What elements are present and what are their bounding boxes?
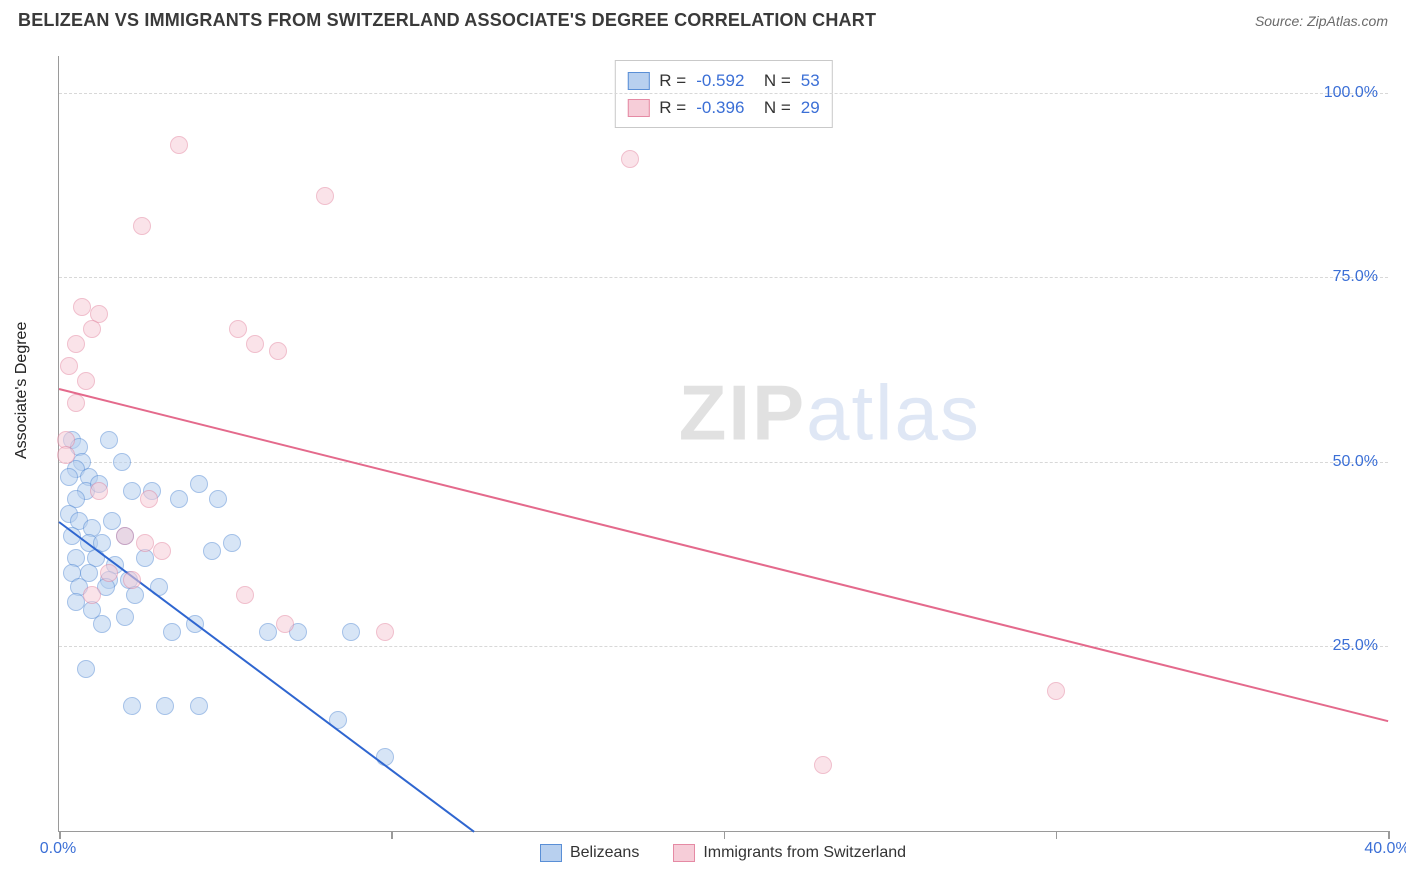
data-point bbox=[57, 446, 75, 464]
data-point bbox=[83, 320, 101, 338]
legend-r-value: -0.396 bbox=[696, 94, 744, 121]
data-point bbox=[621, 150, 639, 168]
data-point bbox=[316, 187, 334, 205]
x-tick bbox=[59, 831, 61, 839]
legend-swatch bbox=[627, 99, 649, 117]
legend-r-label: R = bbox=[659, 67, 686, 94]
legend-label: Immigrants from Switzerland bbox=[703, 844, 906, 862]
data-point bbox=[140, 490, 158, 508]
gridline bbox=[59, 646, 1388, 647]
data-point bbox=[100, 431, 118, 449]
x-tick bbox=[1388, 831, 1390, 839]
trend-line bbox=[58, 521, 475, 833]
legend-swatch bbox=[673, 844, 695, 862]
data-point bbox=[136, 534, 154, 552]
gridline bbox=[59, 462, 1388, 463]
legend-item: Immigrants from Switzerland bbox=[673, 844, 906, 862]
data-point bbox=[60, 357, 78, 375]
legend-swatch bbox=[627, 72, 649, 90]
legend-n-value: 29 bbox=[801, 94, 820, 121]
x-tick bbox=[391, 831, 393, 839]
y-tick-label: 25.0% bbox=[1333, 637, 1378, 655]
data-point bbox=[269, 342, 287, 360]
legend-swatch bbox=[540, 844, 562, 862]
x-tick bbox=[724, 831, 726, 839]
data-point bbox=[123, 482, 141, 500]
data-point bbox=[156, 697, 174, 715]
data-point bbox=[116, 608, 134, 626]
data-point bbox=[814, 756, 832, 774]
data-point bbox=[73, 298, 91, 316]
legend-row: R = -0.396 N = 29 bbox=[627, 94, 819, 121]
legend-n-label: N = bbox=[754, 94, 790, 121]
data-point bbox=[203, 542, 221, 560]
data-point bbox=[190, 697, 208, 715]
data-point bbox=[93, 615, 111, 633]
series-legend: Belizeans Immigrants from Switzerland bbox=[58, 844, 1388, 862]
data-point bbox=[209, 490, 227, 508]
data-point bbox=[116, 527, 134, 545]
data-point bbox=[60, 468, 78, 486]
data-point bbox=[100, 564, 118, 582]
data-point bbox=[113, 453, 131, 471]
plot-area: ZIPatlas R = -0.592 N = 53R = -0.396 N =… bbox=[58, 56, 1388, 832]
data-point bbox=[170, 490, 188, 508]
data-point bbox=[77, 372, 95, 390]
y-tick-label: 100.0% bbox=[1324, 84, 1378, 102]
data-point bbox=[259, 623, 277, 641]
data-point bbox=[67, 593, 85, 611]
chart-title: BELIZEAN VS IMMIGRANTS FROM SWITZERLAND … bbox=[18, 10, 876, 31]
legend-row: R = -0.592 N = 53 bbox=[627, 67, 819, 94]
data-point bbox=[190, 475, 208, 493]
data-point bbox=[77, 660, 95, 678]
data-point bbox=[246, 335, 264, 353]
data-point bbox=[133, 217, 151, 235]
data-point bbox=[123, 697, 141, 715]
data-point bbox=[163, 623, 181, 641]
chart-container: Associate's Degree ZIPatlas R = -0.592 N… bbox=[18, 46, 1388, 872]
data-point bbox=[229, 320, 247, 338]
data-point bbox=[1047, 682, 1065, 700]
legend-r-value: -0.592 bbox=[696, 67, 744, 94]
data-point bbox=[342, 623, 360, 641]
data-point bbox=[376, 623, 394, 641]
legend-item: Belizeans bbox=[540, 844, 639, 862]
data-point bbox=[67, 335, 85, 353]
data-point bbox=[223, 534, 241, 552]
watermark: ZIPatlas bbox=[679, 367, 981, 458]
data-point bbox=[150, 578, 168, 596]
data-point bbox=[170, 136, 188, 154]
data-point bbox=[236, 586, 254, 604]
data-point bbox=[123, 571, 141, 589]
legend-label: Belizeans bbox=[570, 844, 639, 862]
data-point bbox=[153, 542, 171, 560]
y-tick-label: 75.0% bbox=[1333, 268, 1378, 286]
data-point bbox=[276, 615, 294, 633]
x-tick bbox=[1056, 831, 1058, 839]
legend-n-label: N = bbox=[754, 67, 790, 94]
legend-r-label: R = bbox=[659, 94, 686, 121]
gridline bbox=[59, 93, 1388, 94]
data-point bbox=[103, 512, 121, 530]
correlation-legend: R = -0.592 N = 53R = -0.396 N = 29 bbox=[614, 60, 832, 128]
data-point bbox=[90, 482, 108, 500]
gridline bbox=[59, 277, 1388, 278]
data-point bbox=[83, 586, 101, 604]
source-attribution: Source: ZipAtlas.com bbox=[1255, 13, 1388, 29]
y-tick-label: 50.0% bbox=[1333, 453, 1378, 471]
legend-n-value: 53 bbox=[801, 67, 820, 94]
y-axis-title: Associate's Degree bbox=[13, 322, 31, 459]
data-point bbox=[67, 394, 85, 412]
